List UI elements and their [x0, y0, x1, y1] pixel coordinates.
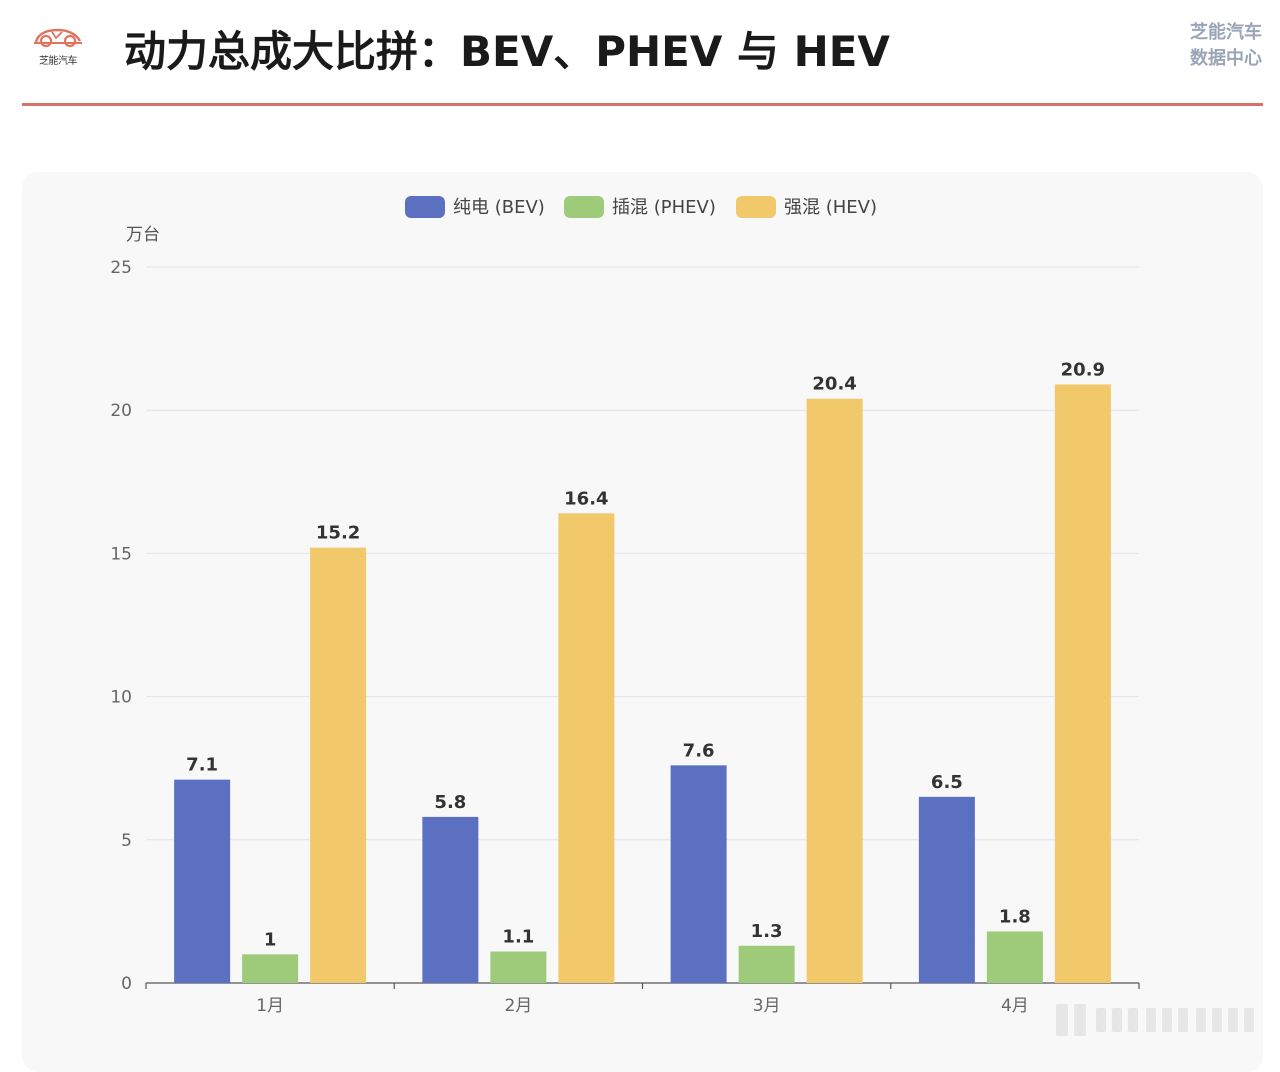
- legend-swatch: [736, 196, 776, 218]
- legend-label: 强混 (HEV): [784, 197, 877, 218]
- data-label: 7.1: [186, 755, 218, 776]
- page-header: 芝能汽车 动力总成大比拼：BEV、PHEV 与 HEV 芝能汽车 数据中心: [0, 0, 1280, 110]
- legend-label: 纯电 (BEV): [453, 197, 545, 218]
- chart-card: 0 5 10 15 20 25 万台 1月 7.1 1 15.2 2月 5.8 1.1 16.4 3月 7.6 1…: [22, 172, 1263, 1072]
- logo-text: 芝能汽车: [39, 56, 78, 67]
- data-label: 20.9: [1061, 359, 1105, 380]
- y-tick-label: 25: [110, 258, 132, 278]
- brand-line-2: 数据中心: [1190, 48, 1262, 69]
- data-label: 7.6: [683, 740, 715, 761]
- y-axis-unit: 万台: [126, 225, 160, 245]
- data-label: 1.8: [999, 906, 1031, 927]
- y-tick-label: 5: [121, 831, 132, 851]
- legend-label: 插混 (PHEV): [612, 197, 716, 218]
- data-label: 20.4: [812, 374, 856, 395]
- bar: [670, 765, 727, 983]
- y-tick-label: 0: [121, 974, 132, 994]
- x-tick-label: 4月: [1001, 996, 1029, 1016]
- x-tick-label: 2月: [504, 996, 532, 1016]
- bar: [558, 513, 615, 983]
- data-label: 16.4: [564, 488, 608, 509]
- bar: [490, 951, 547, 983]
- data-label: 1.3: [751, 921, 783, 942]
- bar: [174, 779, 231, 983]
- bar: [918, 796, 975, 983]
- watermark-icon: [1056, 1004, 1254, 1036]
- brand-label: 芝能汽车 数据中心: [1190, 20, 1262, 72]
- data-label: 5.8: [434, 792, 466, 813]
- bar: [986, 931, 1043, 983]
- watermark: [1046, 1000, 1266, 1040]
- bar: [242, 954, 299, 983]
- y-tick-label: 20: [110, 401, 132, 421]
- legend-swatch: [564, 196, 604, 218]
- x-tick-label: 1月: [256, 996, 284, 1016]
- y-tick-label: 15: [110, 544, 132, 564]
- page-title: 动力总成大比拼：BEV、PHEV 与 HEV: [124, 27, 890, 76]
- header-divider: [22, 103, 1263, 106]
- bar-chart: 0 5 10 15 20 25 万台 1月 7.1 1 15.2 2月 5.8 1.1 16.4 3月 7.6 1…: [110, 196, 1140, 1016]
- data-label: 1.1: [502, 926, 534, 947]
- bar: [422, 816, 479, 983]
- bar: [806, 398, 863, 983]
- data-label: 1: [264, 929, 277, 950]
- bar: [310, 547, 367, 983]
- legend-swatch: [405, 196, 445, 218]
- logo: 芝能汽车: [30, 24, 86, 68]
- x-tick-label: 3月: [753, 996, 781, 1016]
- data-label: 15.2: [316, 523, 360, 544]
- car-logo-icon: [34, 28, 82, 48]
- bar: [1054, 384, 1111, 983]
- brand-line-1: 芝能汽车: [1190, 22, 1262, 43]
- y-tick-label: 10: [110, 688, 132, 708]
- bar: [738, 945, 795, 983]
- data-label: 6.5: [931, 772, 963, 793]
